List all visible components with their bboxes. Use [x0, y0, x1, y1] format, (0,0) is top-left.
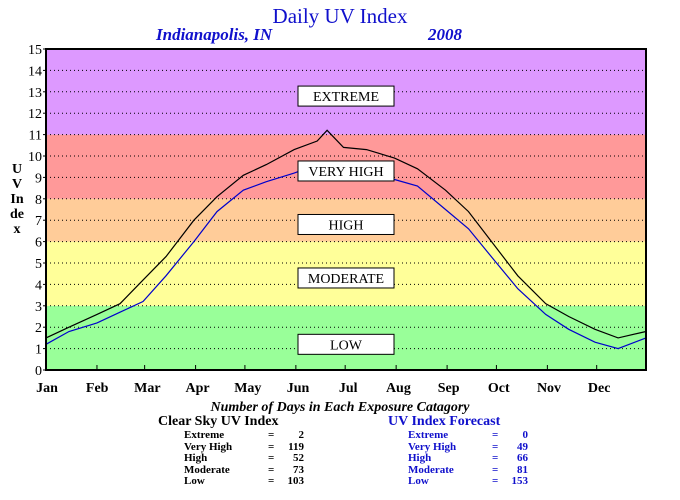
band-label-text: HIGH	[329, 218, 364, 233]
forecast-row-equals: =	[492, 463, 499, 476]
clear-sky-row-equals: =	[268, 452, 275, 464]
forecast-row-value: 49	[517, 440, 528, 453]
year-label: 2008	[428, 25, 462, 44]
y-tick-label: 12	[28, 107, 42, 122]
x-tick-label: Jul	[339, 381, 358, 396]
clear-sky-row-equals: =	[268, 429, 275, 441]
y-tick-label: 6	[35, 236, 42, 251]
band-label-text: LOW	[330, 338, 363, 353]
forecast-heading: UV Index Forecast	[388, 414, 501, 429]
plot-frame	[45, 48, 647, 371]
band-label-text: MODERATE	[308, 272, 384, 287]
clear-sky-row-high: High = 52	[184, 452, 304, 465]
clear-sky-row-value: 103	[287, 475, 305, 487]
band-label-box	[297, 267, 395, 289]
x-tick-label: Mar	[134, 381, 160, 396]
band-label-box	[297, 333, 395, 355]
band-label-text: EXTREME	[313, 90, 379, 105]
band-label-box	[297, 85, 395, 107]
forecast-row-extreme: Extreme = 0	[408, 429, 529, 442]
clear-sky-row-equals: =	[268, 463, 275, 476]
y-tick-label: 8	[35, 193, 42, 208]
clear-sky-row-value: 52	[293, 452, 304, 464]
forecast-row-equals: =	[492, 475, 499, 487]
y-tick-label: 15	[28, 43, 42, 58]
y-tick-label: 5	[35, 257, 42, 272]
forecast-row-very-high: Very High = 49	[408, 440, 528, 454]
forecast-row-low: Low = 153	[408, 475, 529, 488]
x-tick-label: Nov	[537, 381, 561, 396]
x-tick-label: Sep	[438, 381, 460, 396]
clear-sky-row-value: 73	[293, 463, 304, 476]
x-tick-label: May	[234, 381, 261, 396]
forecast-row-label: Low	[408, 475, 429, 487]
forecast-row-equals: =	[492, 429, 499, 441]
forecast-row-value: 81	[517, 463, 528, 476]
forecast-row-moderate: Moderate = 81	[408, 463, 528, 477]
clear-sky-row-label: Extreme	[184, 429, 225, 441]
forecast-row-label: Extreme	[408, 429, 449, 441]
grid-lines	[46, 69, 646, 350]
clear-sky-row-equals: =	[268, 440, 275, 453]
clear-sky-row-equals: =	[268, 475, 275, 487]
y-tick-label: 4	[35, 278, 42, 293]
y-tick-label: 0	[35, 364, 42, 379]
forecast-row-label: Moderate	[408, 463, 454, 476]
x-tick-label: Feb	[86, 381, 109, 396]
forecast-row-label: High	[408, 452, 432, 464]
clear-sky-row-label: Low	[184, 475, 205, 487]
stats-title: Number of Days in Each Exposure Catagory	[210, 400, 470, 415]
clear-sky-row-very-high: Very High = 119	[184, 440, 304, 454]
clear-sky-row-label: Very High	[184, 440, 233, 453]
forecast-row-equals: =	[492, 440, 499, 453]
location-label: Indianapolis, IN	[156, 25, 273, 44]
clear-sky-row-extreme: Extreme = 2	[184, 429, 305, 442]
band-label-text: VERY HIGH	[308, 165, 383, 180]
clear-sky-line	[45, 129, 647, 339]
forecast-row-label: Very High	[408, 440, 457, 453]
y-tick-label: 14	[28, 64, 42, 79]
forecast-row-value: 0	[522, 429, 529, 441]
forecast-row-high: High = 66	[408, 452, 528, 465]
x-tick-label: Jan	[36, 381, 58, 396]
band-labels: EXTREME VERY HIGH HIGH MODERATE LOW	[297, 85, 395, 355]
forecast-row-value: 66	[517, 452, 528, 464]
clear-sky-row-value: 2	[298, 429, 305, 441]
x-tick-label: Dec	[588, 381, 611, 396]
clear-sky-row-value: 119	[288, 440, 304, 453]
x-tick-label: Apr	[186, 381, 210, 396]
clear-sky-row-label: Moderate	[184, 463, 230, 476]
chart-title: Daily UV Index	[272, 4, 408, 28]
x-tick-label: Oct	[488, 381, 510, 396]
band-label-box	[297, 160, 395, 182]
clear-sky-row-label: High	[184, 452, 208, 464]
y-tick-label: 3	[35, 300, 42, 315]
clear-sky-row-low: Low = 103	[184, 475, 305, 488]
forecast-stats: UV Index Forecast Extreme = 0 Very High = 49 H…	[388, 414, 528, 488]
x-tick-label: Jun	[287, 381, 310, 396]
forecast-row-equals: =	[492, 452, 499, 464]
y-tick-label: 1	[35, 343, 42, 358]
y-tick-label: 2	[35, 321, 42, 336]
band-label-box	[297, 213, 395, 235]
y-tick-label: 10	[28, 150, 42, 165]
x-tick-label: Aug	[386, 381, 411, 396]
clear-sky-stats: Clear Sky UV Index Extreme = 2 Very High = 11…	[158, 414, 304, 488]
y-tick-label: 11	[29, 129, 42, 144]
x-tick-labels: Jan Feb Mar Apr May Jun Jul Aug Sep Oct Nov Dec	[36, 365, 610, 396]
y-axis-label: UV Index	[10, 162, 24, 237]
y-tick-label: 9	[35, 171, 42, 186]
clear-sky-heading: Clear Sky UV Index	[158, 414, 279, 429]
clear-sky-row-moderate: Moderate = 73	[184, 463, 304, 477]
forecast-row-value: 153	[511, 475, 529, 487]
y-tick-label: 13	[28, 86, 42, 101]
y-tick-label: 7	[35, 214, 42, 229]
